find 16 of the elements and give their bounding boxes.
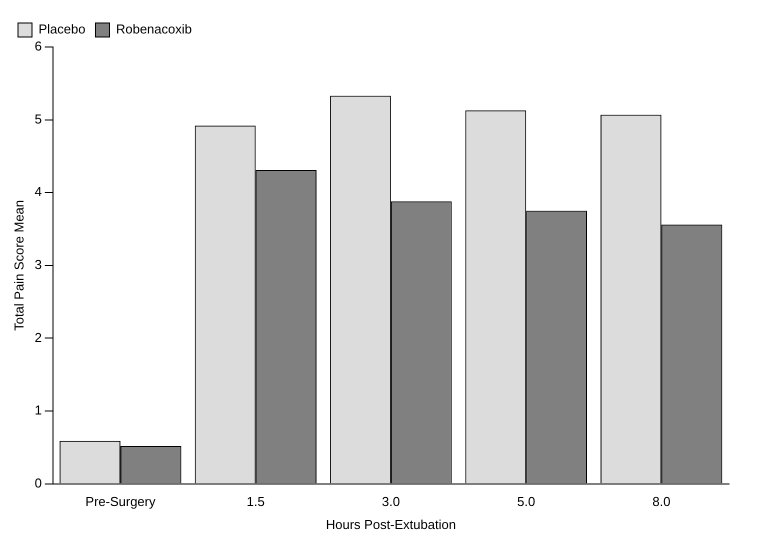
y-tick-label: 3: [34, 256, 42, 272]
y-axis-title: Total Pain Score Mean: [11, 200, 26, 331]
y-tick-label: 6: [34, 38, 42, 54]
y-tick-label: 5: [34, 111, 42, 126]
legend-label: Placebo: [38, 22, 86, 37]
x-axis-title: Hours Post-Extubation: [326, 516, 456, 532]
x-tick-label: 8.0: [652, 494, 670, 510]
x-tick-label: 3.0: [382, 494, 400, 510]
y-tick-label: 4: [34, 184, 42, 200]
y-tick-label: 0: [34, 475, 42, 490]
x-tick-label: 1.5: [246, 494, 265, 510]
x-tick-label: 5.0: [517, 494, 536, 510]
x-tick-label: Pre-Surgery: [85, 494, 156, 510]
legend-label: Robenacoxib: [116, 22, 192, 37]
y-tick-label: 2: [34, 330, 42, 345]
y-tick-label: 1: [34, 402, 42, 418]
